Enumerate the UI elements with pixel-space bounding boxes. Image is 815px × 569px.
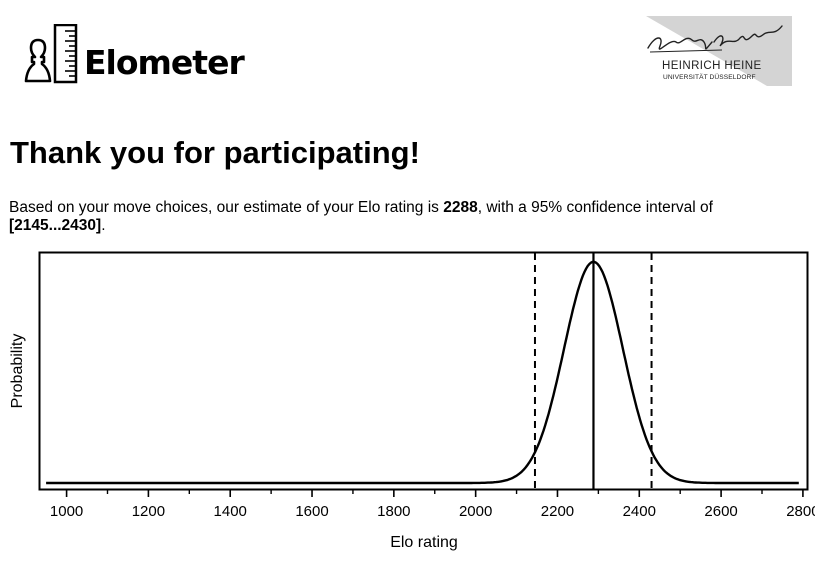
result-prefix: Based on your move choices, our estimate…: [9, 199, 444, 216]
result-suffix: .: [101, 217, 106, 234]
university-subtitle: UNIVERSITÄT DÜSSELDORF: [663, 74, 756, 81]
university-logo: [646, 16, 792, 86]
elo-estimate: 2288: [443, 199, 478, 216]
page-title: Thank you for participating!: [10, 135, 420, 170]
university-name: HEINRICH HEINE: [662, 60, 762, 72]
confidence-interval: [2145...2430]: [9, 217, 102, 234]
reference-lines: [533, 253, 653, 489]
elometer-logo: [24, 24, 78, 84]
x-tick-label: 1200: [132, 503, 165, 520]
signature-icon: [647, 25, 783, 50]
x-tick-label: 2800: [786, 503, 815, 520]
x-axis: 1000 1200 1400 1600 1800 2000 2200 2400 2600 2800: [50, 489, 815, 520]
result-middle: , with a 95% confidence interval of: [477, 199, 713, 216]
app-title: Elometer: [84, 43, 245, 82]
x-tick-label: 1800: [377, 503, 410, 520]
result-text: Based on your move choices, our estimate…: [9, 199, 809, 235]
x-tick-label: 2200: [541, 503, 574, 520]
x-tick-label: 2400: [623, 503, 656, 520]
x-tick-label: 2600: [704, 503, 737, 520]
pawn-ruler-icon: [24, 24, 78, 84]
x-axis-label: Elo rating: [390, 534, 458, 551]
probability-curve: [46, 260, 799, 485]
rating-distribution-chart: 1000 1200 1400 1600 1800 2000 2200 2400 2600 2800…: [9, 251, 815, 551]
plot-frame: [38, 251, 809, 491]
x-tick-label: 2000: [459, 503, 492, 520]
x-tick-label: 1000: [50, 503, 83, 520]
x-tick-label: 1400: [214, 503, 247, 520]
x-tick-label: 1600: [295, 503, 328, 520]
y-axis-label: Probability: [9, 334, 26, 409]
logo-panel: [646, 16, 792, 86]
